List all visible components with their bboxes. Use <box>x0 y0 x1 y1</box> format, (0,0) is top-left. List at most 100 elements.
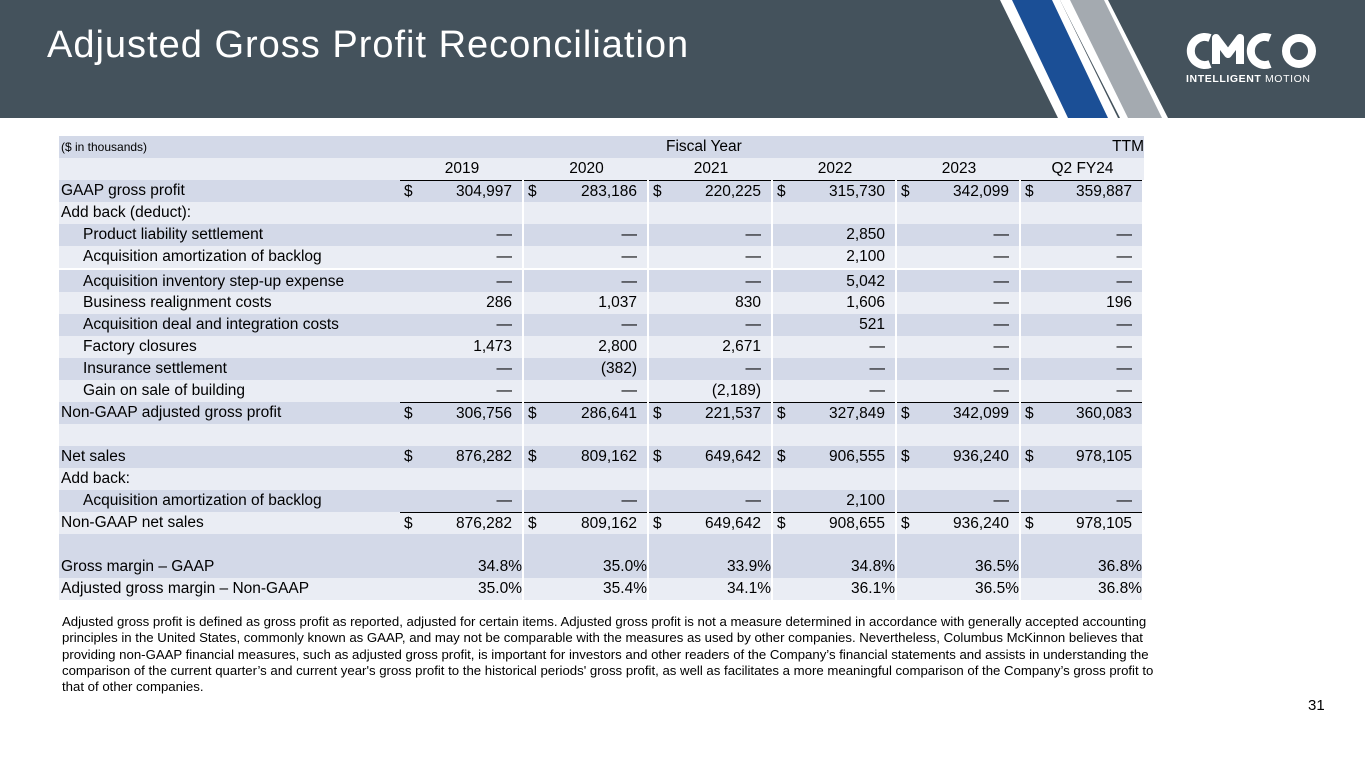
cell-value: 36.5% <box>975 558 1019 575</box>
row-label: Add back: <box>59 468 400 490</box>
table-cell: $315,730 <box>773 180 895 202</box>
table-cell: $876,282 <box>400 446 522 468</box>
dollar-sign: $ <box>777 515 786 532</box>
table-cell <box>1021 202 1142 224</box>
cell-value: 2,800 <box>598 338 637 355</box>
cell-value: 908,655 <box>828 515 885 532</box>
cell-value: 809,162 <box>580 515 637 532</box>
row-label: GAAP gross profit <box>59 180 400 202</box>
cell-value: — <box>869 382 886 399</box>
dollar-sign: $ <box>1025 405 1034 422</box>
table-cell <box>524 534 647 556</box>
cell-value: 36.8% <box>1098 558 1142 575</box>
table-cell: 34.8% <box>773 556 895 578</box>
cell-value: — <box>1116 273 1133 290</box>
table-cell: $283,186 <box>524 180 647 202</box>
page-number: 31 <box>1308 697 1325 714</box>
table-cell: — <box>897 314 1019 336</box>
dollar-sign: $ <box>528 183 537 200</box>
cell-value: — <box>496 316 513 333</box>
dollar-sign: $ <box>777 405 786 422</box>
cell-value: 906,555 <box>828 448 885 465</box>
table-cell <box>649 534 771 556</box>
table-cell: — <box>897 336 1019 358</box>
row-label: Net sales <box>59 446 400 468</box>
cell-value: 35.0% <box>603 558 647 575</box>
table-cell: — <box>773 380 895 402</box>
table-cell: $649,642 <box>649 446 771 468</box>
cell-value: 2,671 <box>722 338 761 355</box>
dollar-sign: $ <box>1025 515 1034 532</box>
cell-value: 876,282 <box>455 515 512 532</box>
cell-value: 36.8% <box>1098 580 1142 597</box>
table-cell: 2,671 <box>649 336 771 358</box>
table-cell <box>897 202 1019 224</box>
cell-value: 2,100 <box>846 492 885 509</box>
cell-value: 5,042 <box>846 273 885 290</box>
cell-value: — <box>745 360 762 377</box>
table-cell: 521 <box>773 314 895 336</box>
table-cell: — <box>524 380 647 402</box>
cell-value: — <box>1116 226 1133 243</box>
cell-value: 36.1% <box>851 580 895 597</box>
row-label: Acquisition deal and integration costs <box>59 314 400 336</box>
table-cell: — <box>400 358 522 380</box>
table-cell <box>897 534 1019 556</box>
dollar-sign: $ <box>901 515 910 532</box>
cell-value: 342,099 <box>952 405 1009 422</box>
table-cell: 34.1% <box>649 578 771 600</box>
table-cell: — <box>400 270 522 294</box>
table-cell: — <box>649 490 771 512</box>
dollar-sign: $ <box>404 515 413 532</box>
table-cell: — <box>1021 336 1142 358</box>
table-cell: $359,887 <box>1021 180 1142 202</box>
table-cell: — <box>400 490 522 512</box>
year-header-spacer <box>59 158 400 180</box>
cell-value: — <box>496 360 513 377</box>
row-label: Acquisition amortization of backlog <box>59 490 400 512</box>
table-cell: 2,850 <box>773 224 895 246</box>
dollar-sign: $ <box>528 405 537 422</box>
table-cell <box>773 468 895 490</box>
cell-value: — <box>496 226 513 243</box>
cell-value: (382) <box>600 360 637 377</box>
row-label <box>59 534 400 556</box>
cell-value: 196 <box>1106 294 1132 311</box>
cell-value: 33.9% <box>727 558 771 575</box>
cell-value: — <box>993 248 1010 265</box>
table-cell <box>649 468 771 490</box>
table-cell: — <box>524 270 647 294</box>
table-cell: $220,225 <box>649 180 771 202</box>
cell-value: 649,642 <box>704 515 761 532</box>
cell-value: 978,105 <box>1075 515 1132 532</box>
table-cell: — <box>1021 224 1142 246</box>
table-cell: — <box>1021 314 1142 336</box>
cell-value: — <box>993 492 1010 509</box>
table-cell: 35.4% <box>524 578 647 600</box>
cell-value: — <box>1116 316 1133 333</box>
table-cell: — <box>524 490 647 512</box>
table-cell: $306,756 <box>400 402 522 424</box>
units-label: ($ in thousands) <box>59 136 400 158</box>
row-label: Non-GAAP adjusted gross profit <box>59 402 400 424</box>
cell-value: 34.8% <box>478 558 522 575</box>
page-title: Adjusted Gross Profit Reconciliation <box>47 24 690 66</box>
cell-value: 35.0% <box>478 580 522 597</box>
decorative-stripes <box>1000 0 1168 118</box>
cell-value: (2,189) <box>711 382 761 399</box>
cell-value: — <box>621 382 638 399</box>
table-cell <box>649 424 771 446</box>
cell-value: 1,606 <box>846 294 885 311</box>
row-label: Factory closures <box>59 336 400 358</box>
cell-value: — <box>993 226 1010 243</box>
cell-value: — <box>496 273 513 290</box>
row-label: Non-GAAP net sales <box>59 512 400 534</box>
table-cell: 35.0% <box>524 556 647 578</box>
table-cell <box>773 424 895 446</box>
dollar-sign: $ <box>528 515 537 532</box>
table-cell: — <box>649 270 771 294</box>
cell-value: — <box>1116 382 1133 399</box>
cell-value: — <box>1116 360 1133 377</box>
table-cell: $360,083 <box>1021 402 1142 424</box>
table-cell: — <box>1021 380 1142 402</box>
